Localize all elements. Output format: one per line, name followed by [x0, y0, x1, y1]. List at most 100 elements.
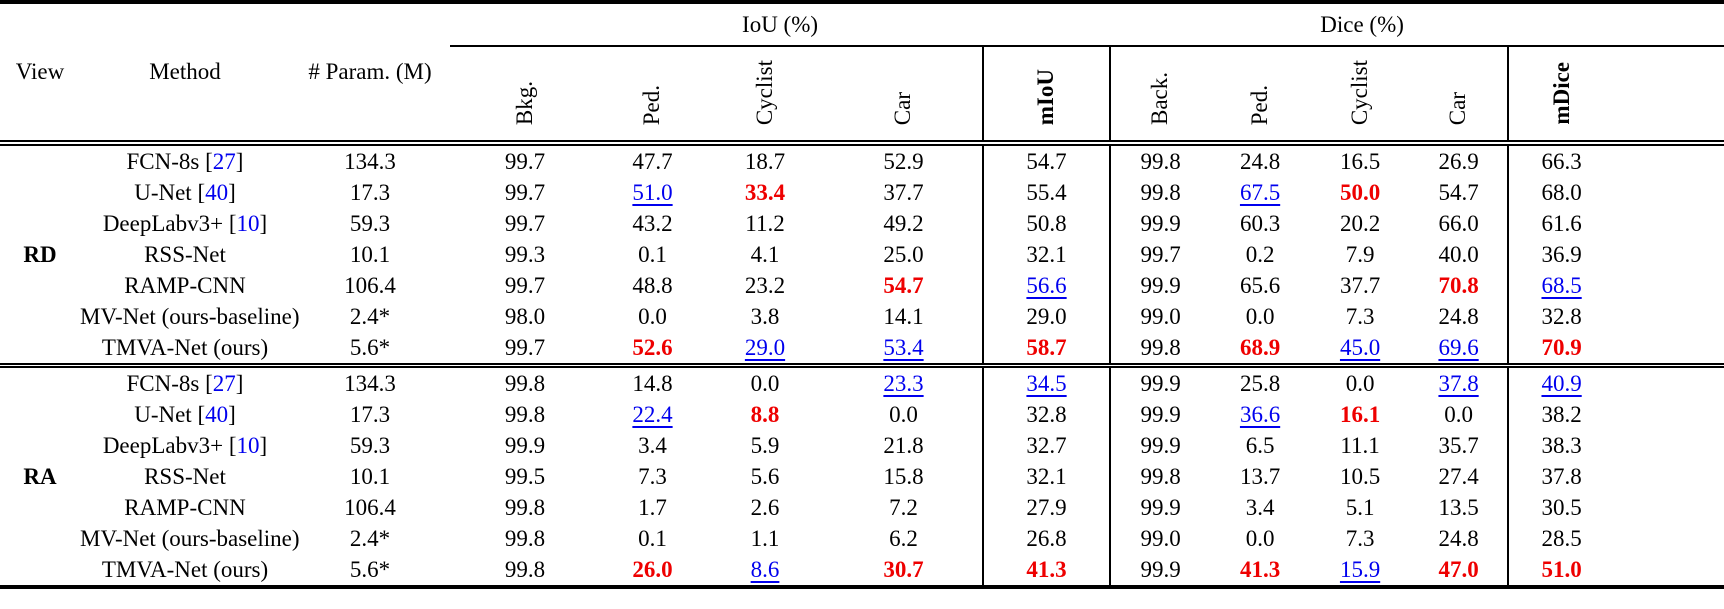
- citation-link[interactable]: 40: [205, 402, 229, 427]
- dice-value: 7.3: [1345, 526, 1375, 551]
- dice-value: 65.6: [1239, 273, 1281, 298]
- iou-value: 0.0: [889, 402, 918, 427]
- col-header-iou-bkg-label: Bkg.: [511, 80, 537, 125]
- iou-value: 30.7: [883, 557, 924, 582]
- param-value: 106.4: [344, 273, 396, 298]
- citation-link[interactable]: 10: [236, 433, 260, 458]
- col-header-dice-back-label: Back.: [1147, 71, 1173, 125]
- iou-value: 99.7: [504, 211, 546, 236]
- col-header-params: # Param. (M): [290, 2, 450, 146]
- iou-value: 6.2: [889, 526, 918, 551]
- iou-value: 4.1: [750, 242, 780, 267]
- method-name: MV-Net (ours-baseline): [80, 526, 300, 551]
- view-label: RA: [0, 363, 80, 587]
- dice-value: 99.8: [1109, 461, 1211, 492]
- col-header-dice-cyclist-label: Cyclist: [1346, 59, 1372, 125]
- col-header-dice-ped-label: Ped.: [1246, 84, 1272, 125]
- dice-value: 35.7: [1438, 433, 1479, 458]
- dice-value: 61.6: [1507, 208, 1724, 239]
- col-header-iou-cyclist-label: Cyclist: [751, 59, 777, 125]
- dice-value: 47.0: [1438, 557, 1479, 582]
- dice-value: 25.8: [1210, 363, 1311, 399]
- dice-value: 66.0: [1438, 211, 1479, 236]
- iou-value: 3.8: [750, 304, 780, 329]
- dice-value: 99.9: [1109, 554, 1211, 587]
- col-header-method: Method: [80, 2, 290, 146]
- iou-value: 43.2: [632, 211, 673, 236]
- iou-value: 52.9: [883, 149, 924, 174]
- iou-value: 99.8: [504, 526, 546, 551]
- iou-value: 99.7: [504, 273, 546, 298]
- dice-value: 99.7: [1109, 239, 1211, 270]
- iou-value: 8.6: [750, 557, 780, 582]
- table-row: RSS-Net 10.1 99.5 7.3 5.6 15.8 32.1 99.8 13.7 10.…: [0, 461, 1724, 492]
- iou-value: 14.8: [600, 363, 705, 399]
- table-row: RD FCN-8s [27] 134.3 99.7 47.7 18.7 52.9 54.7 99…: [0, 143, 1724, 267]
- dice-value: 0.0: [1444, 402, 1473, 427]
- iou-value: 99.7: [504, 149, 546, 174]
- dice-value: 20.2: [1339, 211, 1381, 236]
- dice-value: 68.5: [1507, 270, 1724, 301]
- iou-value: 23.2: [744, 273, 786, 298]
- iou-value: 1.7: [638, 495, 667, 520]
- param-value: 134.3: [344, 149, 396, 174]
- dice-value: 66.3: [1507, 143, 1724, 177]
- method-name: TMVA-Net (ours): [101, 335, 269, 360]
- dice-value: 69.6: [1438, 335, 1479, 360]
- iou-value: 48.8: [632, 273, 673, 298]
- dice-value: 68.0: [1507, 177, 1724, 208]
- col-header-iou-car-label: Car: [890, 91, 916, 125]
- dice-value: 99.9: [1109, 399, 1211, 430]
- dice-value: 60.3: [1239, 211, 1281, 236]
- dice-value: 24.8: [1438, 304, 1479, 329]
- dice-value: 13.7: [1239, 464, 1281, 489]
- param-value: 5.6*: [349, 557, 391, 582]
- dice-value: 36.6: [1239, 402, 1281, 427]
- dice-value: 0.0: [1245, 304, 1275, 329]
- method-name: FCN-8s [27]: [126, 149, 244, 174]
- iou-value: 99.8: [504, 495, 546, 520]
- param-value: 106.4: [344, 495, 396, 520]
- col-header-mdice: mDice: [1507, 46, 1724, 146]
- col-header-iou-ped-label: Ped.: [639, 84, 665, 125]
- iou-value: 52.6: [632, 335, 673, 360]
- dice-value: 28.5: [1507, 523, 1724, 554]
- iou-value: 0.0: [638, 304, 667, 329]
- dice-value: 40.0: [1438, 242, 1479, 267]
- method-name: RSS-Net: [144, 464, 226, 489]
- col-header-iou-cyclist: Cyclist: [705, 46, 825, 146]
- col-header-dice-car-label: Car: [1445, 91, 1471, 125]
- dice-value: 7.9: [1345, 242, 1375, 267]
- citation-link[interactable]: 40: [205, 180, 229, 205]
- dice-value: 70.9: [1507, 332, 1724, 366]
- method-name: MV-Net (ours-baseline): [80, 304, 300, 329]
- iou-value: 15.8: [883, 464, 924, 489]
- iou-value: 53.4: [883, 335, 924, 360]
- col-header-iou-ped: Ped.: [600, 46, 705, 146]
- dice-value: 41.3: [1239, 557, 1281, 582]
- dice-value: 26.9: [1438, 149, 1479, 174]
- header-columns-row: Bkg. Ped. Cyclist Car mIoU Back. Ped. Cy…: [0, 46, 1724, 146]
- param-value: 59.3: [349, 211, 391, 236]
- table-row: RAMP-CNN 106.4 99.7 48.8 23.2 54.7 56.6 99.9 65.…: [0, 270, 1724, 301]
- param-value: 10.1: [349, 464, 391, 489]
- citation-link[interactable]: 27: [212, 371, 236, 396]
- param-value: 5.6*: [349, 335, 391, 360]
- param-value: 2.4*: [349, 304, 391, 329]
- iou-value: 32.7: [981, 430, 1111, 461]
- iou-value: 54.7: [883, 273, 924, 298]
- dice-value: 0.2: [1245, 242, 1275, 267]
- method-name: RAMP-CNN: [124, 495, 246, 520]
- col-header-miou: mIoU: [981, 46, 1111, 146]
- citation-link[interactable]: 10: [236, 211, 260, 236]
- iou-value: 99.5: [504, 464, 546, 489]
- iou-value: 7.2: [889, 495, 918, 520]
- dice-value: 99.9: [1109, 430, 1211, 461]
- iou-value: 54.7: [981, 143, 1111, 177]
- iou-value: 99.9: [504, 433, 546, 458]
- dice-value: 99.9: [1109, 270, 1211, 301]
- param-value: 17.3: [349, 180, 391, 205]
- dice-group-header: Dice (%): [1110, 2, 1724, 47]
- citation-link[interactable]: 27: [212, 149, 236, 174]
- iou-value: 3.4: [638, 433, 667, 458]
